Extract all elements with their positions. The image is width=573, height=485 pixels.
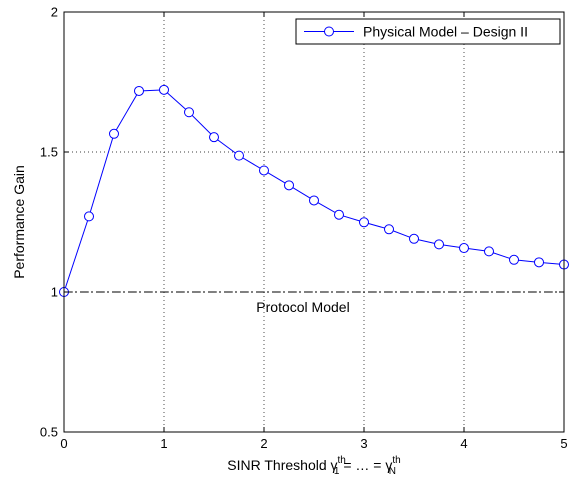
y-tick-label: 1.5 <box>40 145 58 160</box>
ticks: 0 1 2 3 4 5 0.5 1 1.5 2 <box>40 5 568 452</box>
y-tick-label: 0.5 <box>40 425 58 440</box>
x-tick-label: 1 <box>160 436 167 451</box>
series-group <box>59 84 569 297</box>
x-label-sup-2: th <box>392 455 400 466</box>
data-point <box>484 246 494 257</box>
data-point <box>334 209 344 220</box>
reference-line-label: Protocol Model <box>256 299 349 315</box>
data-point <box>234 150 244 161</box>
x-tick-label: 4 <box>460 436 467 451</box>
data-point <box>84 211 94 222</box>
data-point <box>209 132 219 143</box>
data-point <box>184 107 194 118</box>
x-tick-label: 2 <box>260 436 267 451</box>
x-label-mid: = … = <box>339 457 385 473</box>
data-point <box>509 254 519 265</box>
data-point <box>159 84 169 95</box>
x-label-sup-1: th <box>338 455 346 466</box>
plot-frame <box>63 11 565 433</box>
data-point <box>259 165 269 176</box>
data-point <box>309 195 319 206</box>
data-point <box>409 233 419 244</box>
data-point <box>459 243 469 254</box>
y-tick-label: 2 <box>51 5 58 20</box>
x-label-prefix: SINR Threshold <box>227 457 330 473</box>
x-label-gamma-1: γ <box>331 457 338 473</box>
y-tick-label: 1 <box>51 285 58 300</box>
legend-label: Physical Model – Design II <box>363 24 528 40</box>
x-label-gamma-2: γ <box>385 457 392 473</box>
data-point <box>384 224 394 235</box>
x-tick-label: 3 <box>360 436 367 451</box>
data-point <box>434 239 444 250</box>
legend: Physical Model – Design II <box>295 18 561 45</box>
data-point <box>359 217 369 228</box>
x-tick-label: 5 <box>560 436 567 451</box>
data-point <box>134 85 144 96</box>
data-point <box>284 180 294 191</box>
x-tick-label: 0 <box>60 436 67 451</box>
x-label-sub-1: 1 <box>334 466 340 477</box>
data-point <box>109 128 119 139</box>
x-label-sub-2: N <box>389 466 396 477</box>
legend-marker <box>324 26 334 37</box>
x-axis-label: SINR Threshold γth 1 = … = γth N <box>227 455 400 477</box>
y-axis-label: Performance Gain <box>11 165 27 279</box>
data-point <box>534 257 544 268</box>
